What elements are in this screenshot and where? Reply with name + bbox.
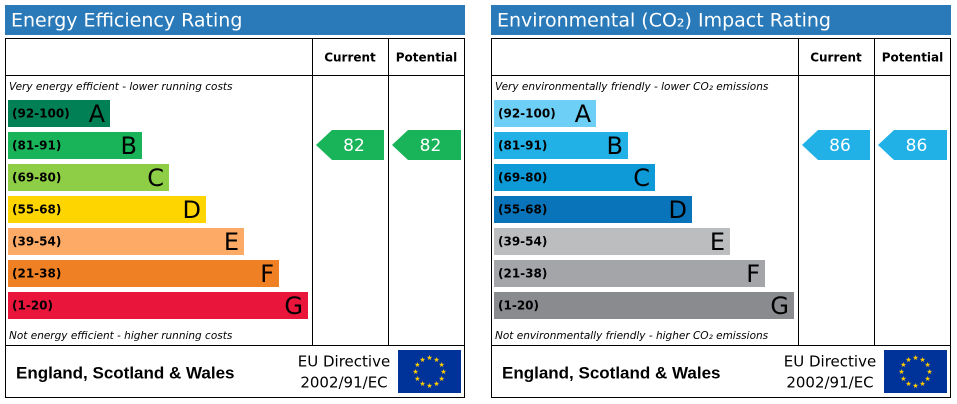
band-letter: A <box>89 100 106 128</box>
panel-title: Environmental (CO₂) Impact Rating <box>497 10 831 32</box>
eu-star: ★ <box>912 354 918 362</box>
rating-value: 86 <box>829 136 851 156</box>
rating-band <box>494 196 692 223</box>
eu-star: ★ <box>440 368 446 376</box>
band-range: (21-38) <box>498 267 547 281</box>
band-range: (55-68) <box>498 203 547 217</box>
eu-star: ★ <box>438 375 444 383</box>
footer-code: 2002/91/EC <box>786 374 873 392</box>
title-bar <box>491 5 951 35</box>
rating-band <box>494 132 628 159</box>
rating-band <box>494 260 765 287</box>
band-range: (69-80) <box>498 171 547 185</box>
eu-star: ★ <box>426 354 432 362</box>
band-range: (39-54) <box>12 235 61 249</box>
column-header: Current <box>810 51 862 65</box>
eu-star: ★ <box>433 356 439 364</box>
column-header: Potential <box>396 51 458 65</box>
bottom-note: Not environmentally friendly - higher CO… <box>495 330 769 342</box>
top-note: Very energy efficient - lower running co… <box>9 81 233 93</box>
rating-band <box>8 260 279 287</box>
band-letter: F <box>746 260 760 288</box>
rating-band <box>8 292 308 319</box>
eu-star: ★ <box>900 375 906 383</box>
band-range: (21-38) <box>12 267 61 281</box>
rating-arrow <box>392 130 461 160</box>
eu-star: ★ <box>898 368 904 376</box>
footer-region: England, Scotland & Wales <box>502 363 721 382</box>
band-letter: C <box>633 164 650 192</box>
band-range: (92-100) <box>498 107 556 121</box>
eu-star: ★ <box>912 382 918 390</box>
eu-star: ★ <box>426 382 432 390</box>
eu-star: ★ <box>433 380 439 388</box>
column-header: Potential <box>882 51 944 65</box>
rating-value: 86 <box>906 136 928 156</box>
band-range: (39-54) <box>498 235 547 249</box>
band-letter: E <box>224 228 239 256</box>
band-letter: D <box>669 196 687 224</box>
rating-value: 82 <box>420 136 442 156</box>
eu-flag <box>398 350 461 393</box>
band-range: (55-68) <box>12 203 61 217</box>
panel-frame <box>491 38 951 398</box>
band-range: (92-100) <box>12 107 70 121</box>
band-letter: B <box>607 132 623 160</box>
band-letter: A <box>575 100 592 128</box>
band-letter: B <box>121 132 137 160</box>
eu-star: ★ <box>438 361 444 369</box>
rating-band <box>494 228 730 255</box>
eu-star: ★ <box>924 361 930 369</box>
eu-star: ★ <box>919 356 925 364</box>
eu-star: ★ <box>919 380 925 388</box>
panel-title: Energy Efficiency Rating <box>11 10 242 32</box>
footer-region: England, Scotland & Wales <box>16 363 235 382</box>
rating-band <box>8 228 244 255</box>
rating-band <box>494 292 794 319</box>
band-range: (1-20) <box>12 299 53 313</box>
footer-directive: EU Directive <box>784 353 876 371</box>
eu-star: ★ <box>905 356 911 364</box>
band-letter: E <box>710 228 725 256</box>
band-range: (69-80) <box>12 171 61 185</box>
panel-frame <box>5 38 465 398</box>
title-bar <box>5 5 465 35</box>
band-range: (1-20) <box>498 299 539 313</box>
eu-star: ★ <box>414 361 420 369</box>
rating-arrow <box>316 130 384 160</box>
rating-arrow <box>878 130 947 160</box>
eu-star: ★ <box>924 375 930 383</box>
band-letter: F <box>260 260 274 288</box>
bottom-note: Not energy efficient - higher running co… <box>9 330 233 342</box>
eu-star: ★ <box>412 368 418 376</box>
eu-star: ★ <box>419 380 425 388</box>
rating-band <box>8 196 206 223</box>
rating-band <box>8 164 169 191</box>
rating-arrow <box>802 130 870 160</box>
rating-band <box>494 100 596 127</box>
band-letter: G <box>770 292 789 320</box>
eu-star: ★ <box>905 380 911 388</box>
eu-star: ★ <box>419 356 425 364</box>
top-note: Very environmentally friendly - lower CO… <box>495 81 769 93</box>
column-header: Current <box>324 51 376 65</box>
footer-directive: EU Directive <box>298 353 390 371</box>
rating-value: 82 <box>343 136 365 156</box>
band-range: (81-91) <box>498 139 547 153</box>
rating-band <box>8 132 142 159</box>
rating-band <box>494 164 655 191</box>
eu-flag <box>884 350 947 393</box>
eu-star: ★ <box>926 368 932 376</box>
eu-star: ★ <box>414 375 420 383</box>
rating-band <box>8 100 110 127</box>
band-letter: G <box>284 292 303 320</box>
band-letter: C <box>147 164 164 192</box>
eu-star: ★ <box>900 361 906 369</box>
footer-code: 2002/91/EC <box>300 374 387 392</box>
band-range: (81-91) <box>12 139 61 153</box>
band-letter: D <box>183 196 201 224</box>
